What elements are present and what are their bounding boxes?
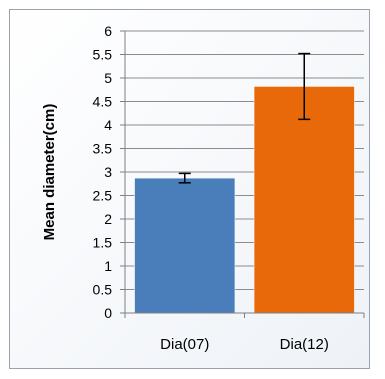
bars: [134, 86, 355, 314]
y-tick-label: 4: [104, 117, 112, 133]
bar: [134, 177, 236, 314]
y-axis-label: Mean diameter(cm): [41, 104, 58, 241]
y-tick-label: 3: [104, 164, 112, 180]
y-tick-label: 3.5: [93, 141, 113, 157]
y-tick-label: 1: [104, 258, 112, 274]
x-tick-labels: Dia(07) Dia(12): [124, 313, 365, 353]
error-bars: [178, 52, 311, 184]
y-tick-label: 4.5: [93, 94, 113, 110]
y-tick-label: 1.5: [93, 235, 113, 251]
x-tick-label: Dia(12): [280, 336, 329, 353]
x-tick-label: Dia(07): [160, 336, 209, 353]
y-tick-label: 5: [104, 70, 112, 86]
y-tick-label: 2: [104, 211, 112, 227]
y-tick-label: 0.5: [93, 282, 113, 298]
y-tick-label: 5.5: [93, 47, 113, 63]
y-tick-label: 2.5: [93, 188, 113, 204]
y-tick-labels: 0 0.5 1 1.5 2 2.5 3 3.5 4 4.5 5 5.5 6: [93, 23, 125, 321]
y-tick-label: 6: [104, 23, 112, 39]
y-tick-label: 0: [104, 305, 112, 321]
bar: [253, 86, 355, 314]
